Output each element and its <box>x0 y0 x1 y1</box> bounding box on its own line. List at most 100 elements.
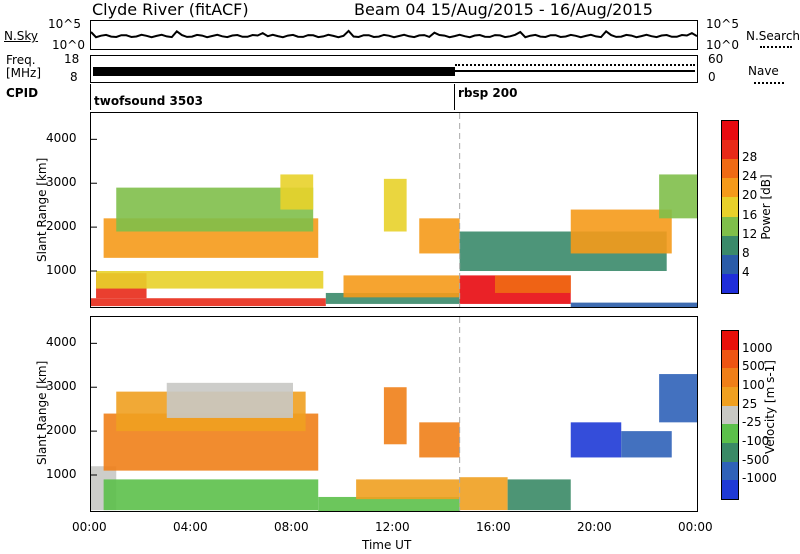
nave-dotted-line <box>455 64 695 66</box>
freq-left-tick-bottom: 8 <box>70 70 78 84</box>
nave-legend-dots <box>754 82 784 84</box>
heatmap-patch <box>383 387 407 445</box>
x-tick-label: 00:00 <box>72 520 107 534</box>
colorbar-tick-label: 8 <box>742 245 750 260</box>
colorbar-segment <box>722 254 738 275</box>
freq-line-rbsp <box>455 70 695 72</box>
heatmap-patch <box>621 431 672 458</box>
heatmap-patch <box>570 422 622 458</box>
heatmap-patch <box>570 302 697 307</box>
colorbar-tick-label: 20 <box>742 188 758 203</box>
x-tick-label: 00:00 <box>678 520 713 534</box>
power-colorbar-label: Power [dB] <box>759 174 773 240</box>
station-title: Clyde River (fitACF) <box>92 0 249 19</box>
colorbar-segment <box>722 443 738 463</box>
y-tick-label: 3000 <box>46 175 77 190</box>
nsky-right-tick-top: 10^5 <box>706 17 739 31</box>
colorbar-tick-label: -100 <box>742 434 770 448</box>
velocity-colorbar-label: Velocity [m s-1] <box>763 360 777 454</box>
freq-bar-twofsound <box>93 67 455 76</box>
heatmap-patch <box>495 275 571 293</box>
heatmap-patch <box>325 292 460 304</box>
heatmap-patch <box>383 178 407 232</box>
heatmap-patch <box>507 479 571 511</box>
y-tick-label: 1000 <box>46 467 77 481</box>
beam-date-title: Beam 04 15/Aug/2015 - 16/Aug/2015 <box>354 0 653 19</box>
heatmap-patch <box>659 174 697 219</box>
colorbar-tick-label: -500 <box>742 452 770 467</box>
colorbar-tick-label: 24 <box>742 169 758 184</box>
nave-label: Nave <box>748 64 779 78</box>
heatmap-patch <box>459 477 508 511</box>
colorbar-tick-label: 4 <box>742 264 750 279</box>
y-tick-label: 1000 <box>46 263 77 277</box>
colorbar-segment <box>722 273 738 294</box>
freq-label-top: Freq. <box>6 53 36 67</box>
y-tick-label: 2000 <box>46 423 77 438</box>
nsky-label: N.Sky <box>4 29 39 43</box>
heatmap-patch <box>419 218 460 254</box>
heatmap-patch <box>280 174 314 210</box>
colorbar-segment <box>722 424 738 444</box>
nave-right-tick-top: 60 <box>708 52 724 66</box>
colorbar-tick-label: 28 <box>742 150 758 165</box>
y-tick-label: 4000 <box>46 335 77 350</box>
nsky-left-tick-bottom: 10^0 <box>52 38 85 52</box>
velocity-panel <box>90 316 698 512</box>
y-tick-label: 2000 <box>46 219 77 234</box>
x-tick-label: 08:00 <box>274 520 309 534</box>
colorbar-segment <box>722 235 738 256</box>
y-tick-label: 4000 <box>46 131 77 146</box>
colorbar-tick-label: -25 <box>742 415 762 430</box>
colorbar-tick-label: 16 <box>742 207 758 222</box>
cpid-program-1: twofsound 3503 <box>94 94 203 108</box>
x-tick-label: 12:00 <box>375 520 410 534</box>
velocity-heatmap <box>91 317 697 511</box>
colorbar-tick-label: 100 <box>742 378 765 392</box>
cpid-program-2: rbsp 200 <box>458 86 518 100</box>
colorbar-tick-label: 1000 <box>742 340 773 355</box>
colorbar-segment <box>722 349 738 369</box>
cpid-divider-program-change <box>454 84 455 110</box>
colorbar-segment <box>722 121 738 141</box>
x-tick-label: 04:00 <box>173 520 208 534</box>
nave-right-tick-bottom: 0 <box>708 70 716 84</box>
freq-panel <box>90 55 698 83</box>
colorbar-segment <box>722 178 738 198</box>
heatmap-patch <box>318 496 460 511</box>
heatmap-patch <box>103 479 319 511</box>
colorbar-segment <box>722 405 738 425</box>
colorbar-segment <box>722 159 738 179</box>
colorbar-segment <box>722 140 738 160</box>
heatmap-patch <box>419 422 460 458</box>
nsky-panel <box>90 20 698 50</box>
colorbar-tick-label: 25 <box>742 396 758 411</box>
nsearch-legend-dots <box>760 46 792 48</box>
power-colorbar <box>721 120 739 294</box>
heatmap-patch <box>343 275 460 298</box>
x-axis-label: Time UT <box>362 538 412 552</box>
colorbar-tick-label: 500 <box>742 359 765 374</box>
heatmap-patch <box>166 382 293 418</box>
colorbar-segment <box>722 216 738 237</box>
freq-left-tick-top: 18 <box>64 52 80 66</box>
colorbar-segment <box>722 461 738 481</box>
x-tick-label: 20:00 <box>577 520 612 534</box>
colorbar-segment <box>722 387 738 407</box>
heatmap-patch <box>356 479 460 500</box>
colorbar-segment <box>722 331 738 351</box>
colorbar-segment <box>722 368 738 388</box>
x-tick-label: 16:00 <box>476 520 511 534</box>
heatmap-patch <box>96 271 324 289</box>
velocity-colorbar <box>721 330 739 500</box>
nsky-trace <box>91 29 697 39</box>
colorbar-segment <box>722 480 738 500</box>
freq-label-unit: [MHz] <box>6 66 42 80</box>
heatmap-patch <box>570 209 672 254</box>
y-tick-label: 3000 <box>46 379 77 394</box>
colorbar-tick-label: 12 <box>742 226 758 241</box>
power-panel <box>90 112 698 308</box>
colorbar-tick-label: -1000 <box>742 471 777 486</box>
power-heatmap <box>91 113 697 307</box>
nsearch-label: N.Search <box>746 29 800 43</box>
